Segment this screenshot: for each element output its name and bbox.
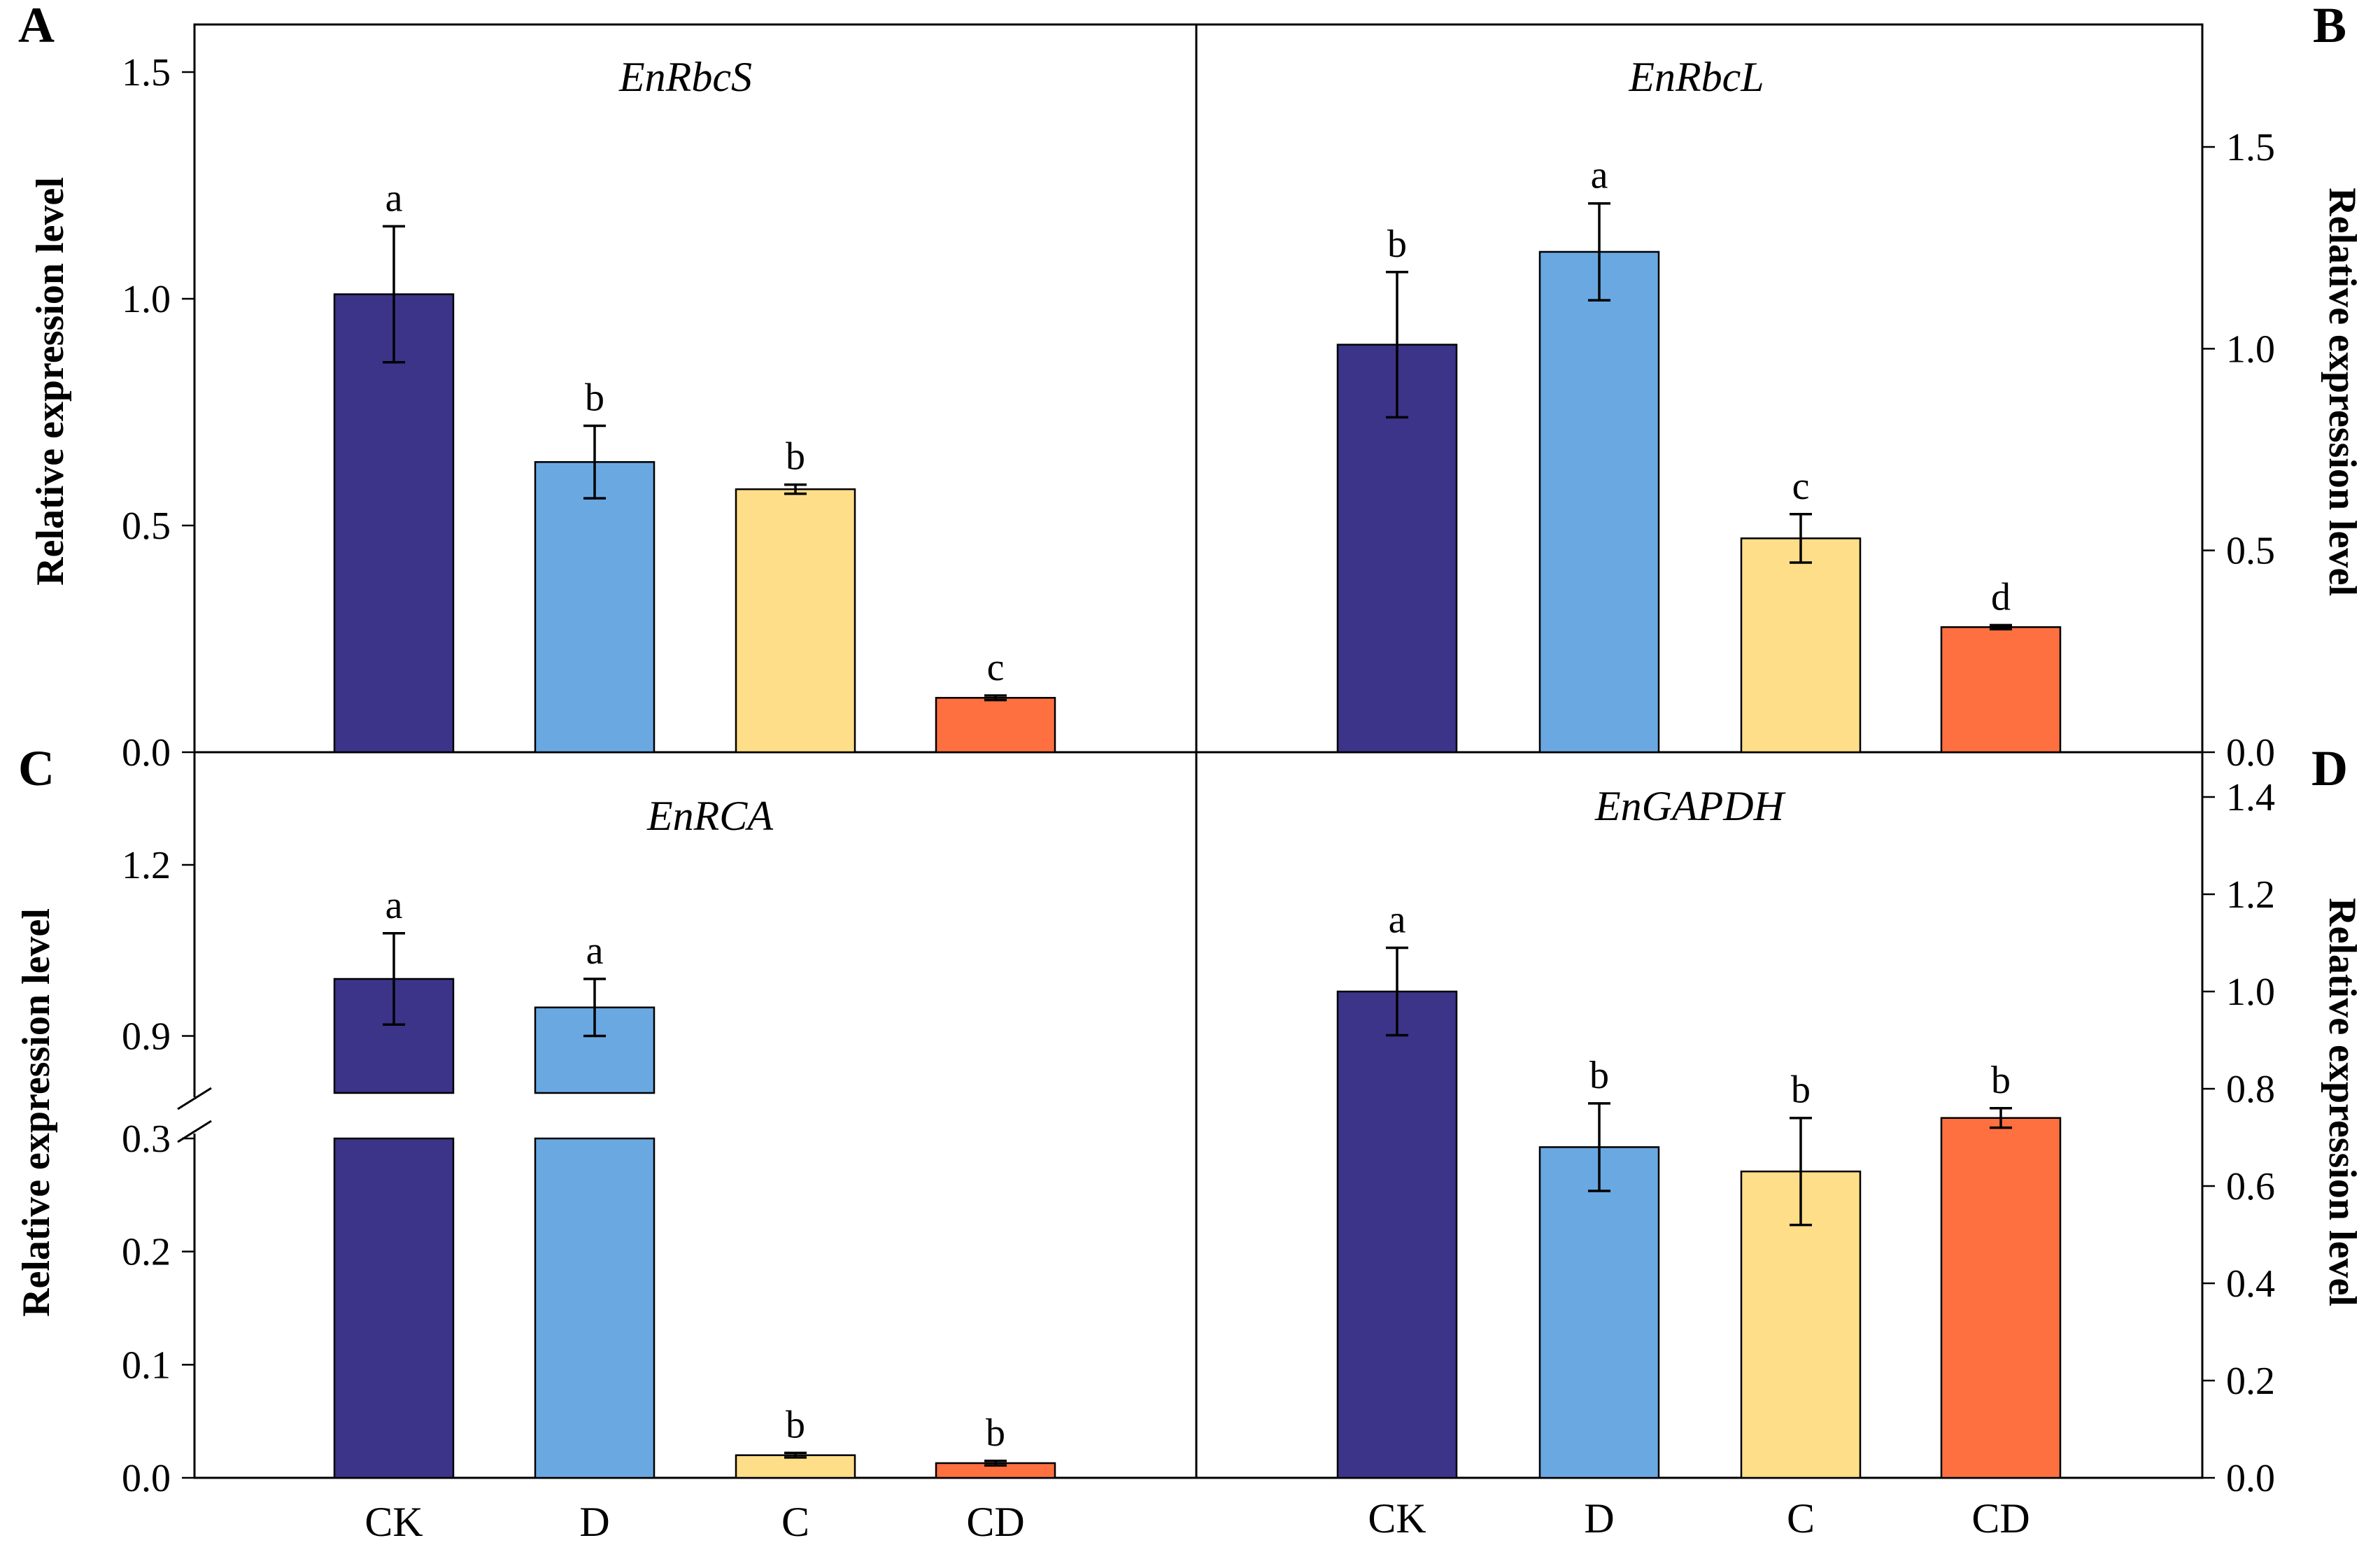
panel-letter: B	[2313, 0, 2346, 53]
significance-letter: b	[1387, 223, 1407, 266]
bar-c	[1740, 537, 1862, 754]
axis-break-mark	[177, 1120, 212, 1143]
significance-letter: b	[786, 1403, 805, 1446]
bar-cd	[1940, 626, 2062, 754]
x-category-label-right: CK	[1368, 1495, 1426, 1542]
y-tick-label: 0.9	[122, 1015, 171, 1059]
y-tick-label: 0.8	[2226, 1068, 2275, 1111]
y-tick-label: 0.3	[122, 1117, 171, 1161]
significance-letter: a	[385, 884, 403, 927]
significance-letter: b	[1991, 1059, 2011, 1102]
gene-title: EnRbcL	[1628, 54, 1764, 100]
bar-d	[534, 461, 656, 754]
significance-letter: b	[986, 1411, 1005, 1455]
gene-title: EnGAPDH	[1594, 783, 1787, 829]
y-tick-label: 0.6	[2226, 1165, 2275, 1208]
significance-letter: b	[1791, 1068, 1811, 1112]
significance-letter: a	[385, 176, 403, 220]
x-category-label-left: CD	[966, 1499, 1024, 1545]
x-category-label-right: C	[1787, 1495, 1815, 1542]
x-category-label-left: D	[579, 1499, 609, 1545]
y-axis-label: Relative expression level	[29, 177, 72, 586]
y-tick-label: 1.0	[2226, 327, 2275, 371]
bar-ck-lower	[333, 1137, 455, 1479]
significance-letter: b	[786, 435, 805, 479]
y-tick-label: 1.5	[122, 51, 171, 94]
panel-a-enrbcs: a b b c EnRbcS 0.0 0.5 1.0 1.5 A Relative expressi…	[18, 0, 1056, 775]
significance-letter: c	[987, 646, 1005, 689]
y-tick-label: 1.5	[2226, 126, 2275, 169]
significance-letter: c	[1792, 465, 1810, 508]
bar-cd	[935, 696, 1056, 754]
y-tick-label: 0.5	[122, 505, 171, 548]
x-category-label-right: D	[1584, 1495, 1614, 1542]
y-tick-label: 1.0	[2226, 971, 2275, 1014]
panel-letter: C	[18, 740, 55, 796]
significance-letter: a	[1389, 898, 1406, 941]
bar-d	[1538, 1146, 1660, 1479]
significance-letter: b	[585, 376, 604, 419]
x-category-label-left: CK	[364, 1499, 423, 1545]
x-category-label-left: C	[781, 1499, 809, 1545]
bar-c	[735, 1454, 856, 1479]
y-tick-label: 0.0	[122, 731, 171, 775]
y-tick-label: 0.1	[122, 1343, 171, 1387]
y-tick-label: 0.2	[122, 1231, 171, 1274]
y-tick-label: 1.2	[122, 844, 171, 887]
panel-c-enrca: a a b b EnRCA 0.0 0.1 0.2 0.3 0.9 1.2 C Relative exp…	[15, 740, 1056, 1500]
gene-title: EnRbcS	[618, 54, 752, 100]
y-tick-label: 0.0	[122, 1457, 171, 1500]
axis-break-gap	[190, 1097, 199, 1134]
y-tick-label: 0.0	[2226, 1457, 2275, 1500]
panel-d-engapdh: a b b b EnGAPDH 0.0 0.2 0.4 0.6 0.8 1.0 1.2 1.4 D Rela…	[1336, 740, 2364, 1500]
significance-letter: d	[1991, 575, 2011, 619]
axis-break-mark	[177, 1087, 212, 1110]
y-tick-label: 0.4	[2226, 1262, 2275, 1306]
bar-ck	[333, 293, 455, 754]
significance-letter: b	[1589, 1054, 1609, 1097]
panel-letter: A	[18, 0, 55, 53]
y-tick-label: 0.2	[2226, 1360, 2275, 1403]
y-tick-label: 1.2	[2226, 873, 2275, 917]
bar-c	[735, 488, 856, 754]
bar-d-lower	[534, 1137, 656, 1479]
bar-cd	[1940, 1117, 2062, 1479]
bar-ck	[1336, 990, 1458, 1479]
bar-d	[1538, 251, 1660, 754]
figure-frame: CK CK D D C C CD CD	[193, 23, 2204, 1545]
y-axis-label: Relative expression level	[2321, 898, 2364, 1306]
panel-b-enrbcl: b a c d EnRbcL 0.0 0.5 1.0 1.5 B Relative expressi…	[1336, 0, 2364, 775]
significance-letter: a	[586, 929, 604, 973]
y-tick-label: 1.4	[2226, 776, 2275, 819]
gene-title: EnRCA	[646, 793, 773, 839]
y-tick-label: 0.0	[2226, 731, 2275, 775]
significance-letter: a	[1591, 154, 1608, 197]
y-tick-label: 0.5	[2226, 530, 2275, 573]
panel-letter: D	[2311, 740, 2348, 796]
x-category-label-right: CD	[1971, 1495, 2030, 1542]
y-axis-label: Relative expression level	[15, 908, 58, 1317]
y-axis-label: Relative expression level	[2321, 188, 2364, 596]
y-tick-label: 1.0	[122, 278, 171, 321]
